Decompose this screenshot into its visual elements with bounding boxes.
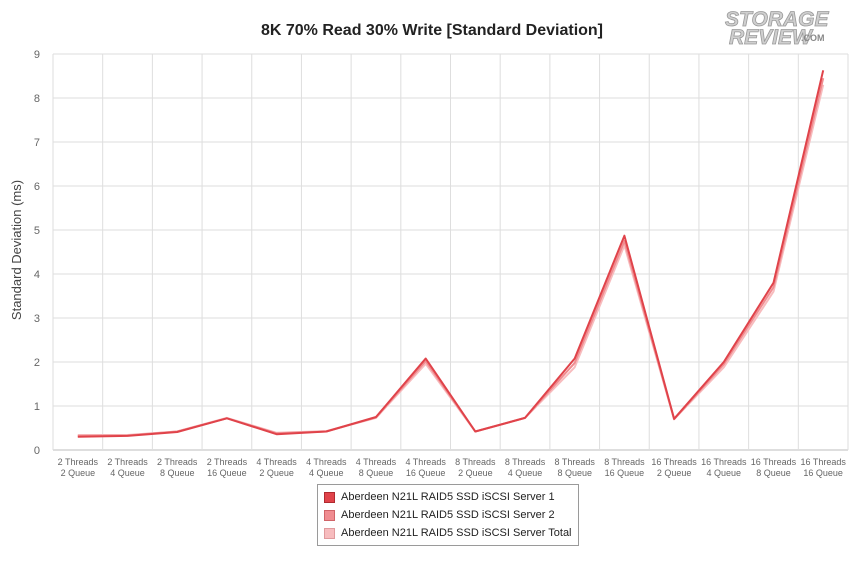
x-tick-label-queue: 8 Queue bbox=[359, 468, 394, 478]
x-tick-label-queue: 16 Queue bbox=[406, 468, 446, 478]
x-tick-label-queue: 4 Queue bbox=[110, 468, 145, 478]
x-tick-label-queue: 2 Queue bbox=[259, 468, 294, 478]
legend-swatch-total bbox=[324, 527, 335, 539]
series-lines bbox=[77, 70, 825, 438]
legend-item-total: Aberdeen N21L RAID5 SSD iSCSI Server Tot… bbox=[324, 524, 572, 542]
legend-swatch-server2 bbox=[324, 509, 335, 521]
x-tick-label-threads: 2 Threads bbox=[157, 457, 198, 467]
y-tick-label: 9 bbox=[34, 49, 40, 61]
x-tick-label-threads: 16 Threads bbox=[800, 457, 846, 467]
y-tick-label: 3 bbox=[34, 313, 40, 325]
x-tick-label-queue: 2 Queue bbox=[657, 468, 692, 478]
x-tick-label-threads: 8 Threads bbox=[555, 457, 596, 467]
legend: Aberdeen N21L RAID5 SSD iSCSI Server 1 A… bbox=[317, 484, 579, 546]
x-tick-label-queue: 4 Queue bbox=[707, 468, 742, 478]
x-tick-label-threads: 4 Threads bbox=[356, 457, 397, 467]
y-tick-label: 4 bbox=[34, 269, 40, 281]
x-tick-label-queue: 2 Queue bbox=[61, 468, 96, 478]
x-tick-label-threads: 2 Threads bbox=[107, 457, 148, 467]
x-tick-label-threads: 4 Threads bbox=[306, 457, 347, 467]
legend-item-server2: Aberdeen N21L RAID5 SSD iSCSI Server 2 bbox=[324, 506, 572, 524]
legend-label-server1: Aberdeen N21L RAID5 SSD iSCSI Server 1 bbox=[341, 491, 555, 503]
x-tick-label-queue: 2 Queue bbox=[458, 468, 493, 478]
x-tick-label-threads: 8 Threads bbox=[505, 457, 546, 467]
x-tick-label-queue: 16 Queue bbox=[605, 468, 645, 478]
x-tick-label-queue: 8 Queue bbox=[756, 468, 791, 478]
x-tick-label-threads: 2 Threads bbox=[207, 457, 248, 467]
x-tick-label-queue: 16 Queue bbox=[207, 468, 247, 478]
y-tick-label: 7 bbox=[34, 137, 40, 149]
x-tick-label-queue: 4 Queue bbox=[309, 468, 344, 478]
y-tick-label: 0 bbox=[34, 445, 40, 457]
x-tick-label-queue: 8 Queue bbox=[160, 468, 195, 478]
y-tick-label: 8 bbox=[34, 93, 40, 105]
y-tick-label: 6 bbox=[34, 181, 40, 193]
legend-label-total: Aberdeen N21L RAID5 SSD iSCSI Server Tot… bbox=[341, 527, 572, 539]
x-tick-label-threads: 4 Threads bbox=[405, 457, 446, 467]
x-tick-label-threads: 8 Threads bbox=[455, 457, 496, 467]
x-tick-label-threads: 16 Threads bbox=[651, 457, 697, 467]
y-axis-label: Standard Deviation (ms) bbox=[9, 180, 24, 320]
y-tick-label: 1 bbox=[34, 401, 40, 413]
y-axis-ticks: 0 1 2 3 4 5 6 7 8 9 bbox=[34, 49, 40, 457]
series-line-0 bbox=[77, 70, 825, 438]
chart-title: 8K 70% Read 30% Write [Standard Deviatio… bbox=[261, 22, 603, 39]
x-tick-label-queue: 4 Queue bbox=[508, 468, 543, 478]
y-tick-label: 5 bbox=[34, 225, 40, 237]
legend-swatch-server1 bbox=[324, 491, 335, 503]
x-tick-label-threads: 8 Threads bbox=[604, 457, 645, 467]
x-tick-label-queue: 16 Queue bbox=[803, 468, 843, 478]
logo-line2: REVIEW bbox=[729, 26, 814, 49]
x-tick-label-threads: 2 Threads bbox=[58, 457, 99, 467]
storagereview-logo: STORAGE REVIEW .COM bbox=[725, 8, 830, 50]
logo-line1: STORAGE bbox=[725, 8, 829, 31]
gridlines bbox=[52, 53, 849, 451]
x-tick-label-queue: 8 Queue bbox=[557, 468, 592, 478]
x-tick-label-threads: 16 Threads bbox=[701, 457, 747, 467]
x-tick-label-threads: 4 Threads bbox=[256, 457, 297, 467]
x-tick-label-threads: 16 Threads bbox=[751, 457, 797, 467]
logo-suffix: .COM bbox=[801, 33, 825, 43]
legend-label-server2: Aberdeen N21L RAID5 SSD iSCSI Server 2 bbox=[341, 509, 555, 521]
y-tick-label: 2 bbox=[34, 357, 40, 369]
legend-item-server1: Aberdeen N21L RAID5 SSD iSCSI Server 1 bbox=[324, 488, 572, 506]
